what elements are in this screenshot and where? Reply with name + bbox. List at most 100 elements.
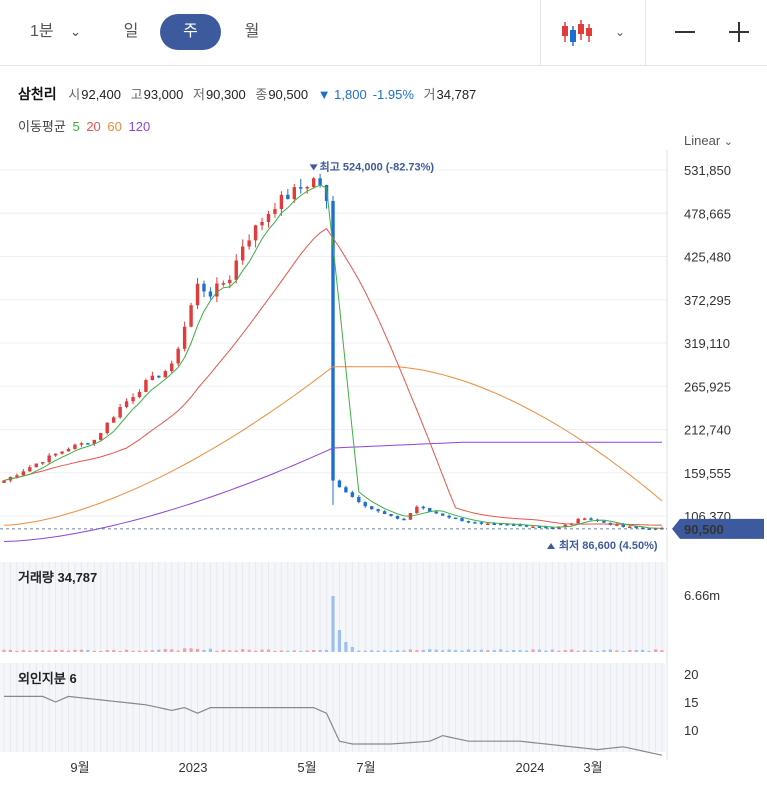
volume-bar [176, 650, 180, 652]
candle-body [589, 518, 593, 520]
candle-body [357, 496, 361, 503]
volume-bar [389, 650, 393, 652]
volume-bar [34, 650, 38, 652]
tab-month[interactable]: 월 [244, 23, 260, 40]
candle-body [602, 520, 606, 523]
candle-body [66, 448, 71, 452]
volume-bar [66, 650, 71, 652]
candle-body [344, 487, 348, 493]
volume-bar [105, 650, 109, 652]
x-tick-label: 9월 [70, 760, 89, 775]
volume-bar [183, 648, 187, 652]
y-tick-label: 531,850 [684, 163, 731, 178]
volume-bar [634, 650, 638, 652]
period-label: 1분 [30, 23, 54, 40]
volume-value: 34,787 [436, 87, 477, 102]
zoom-out-button[interactable] [672, 14, 698, 50]
high-label: 고 [130, 87, 143, 102]
tab-day[interactable]: 일 [123, 23, 139, 40]
candle-body [305, 187, 309, 189]
candle-body [137, 391, 142, 398]
candle-body [389, 514, 393, 516]
tab-week[interactable]: 주 [160, 14, 221, 50]
candle-body [234, 260, 238, 280]
candle-body [531, 526, 535, 528]
candle-body [324, 184, 329, 201]
candle-body [447, 515, 451, 518]
volume-bar [589, 650, 593, 652]
scale-mode-toggle[interactable]: Linear ⌄ [684, 133, 733, 148]
low-value: 90,300 [205, 87, 246, 102]
volume-bar [524, 650, 529, 652]
candle-body [2, 480, 6, 483]
period-dropdown[interactable]: 1분 ⌄ [18, 14, 98, 50]
chart-style-chevron-icon[interactable]: ⌄ [614, 25, 626, 39]
x-tick-label: 5월 [297, 760, 316, 775]
volume-bar [550, 649, 554, 652]
volume-bar [60, 649, 64, 652]
candle-body [499, 523, 503, 526]
candle-body [144, 380, 148, 392]
candle-body [99, 433, 103, 440]
volume-bar [112, 650, 116, 652]
volume-bar [473, 650, 477, 652]
volume-bar [228, 650, 232, 652]
volume-bar [253, 650, 258, 652]
toolbar-divider [645, 0, 646, 66]
volume-bar [202, 649, 206, 652]
candle-body [311, 178, 316, 188]
zoom-in-button[interactable] [726, 14, 752, 50]
candle-body [105, 422, 109, 434]
volume-bar [86, 650, 90, 652]
x-tick-label: 7월 [356, 760, 375, 775]
candle-body [182, 326, 187, 349]
toolbar-divider [540, 0, 541, 66]
candle-body [228, 279, 232, 284]
volume-bar [124, 649, 129, 652]
candle-body [215, 283, 219, 297]
candle-body [247, 240, 251, 247]
candle-body [221, 283, 226, 285]
volume-bar [279, 650, 283, 652]
volume-bar [15, 650, 19, 652]
volume-bar [383, 650, 387, 652]
y-tick-label: 319,110 [684, 336, 730, 351]
candle-body [350, 492, 355, 497]
candle-body [434, 511, 438, 514]
volume-bar [266, 649, 271, 652]
volume-bar [505, 650, 509, 652]
candle-body [582, 518, 587, 520]
volume-bar [8, 649, 13, 652]
candle-body [453, 517, 458, 520]
volume-bar [260, 649, 264, 652]
volume-label: 거 [423, 87, 436, 102]
change-value: ▼ 1,800 [317, 87, 367, 102]
candle-body [634, 526, 638, 529]
volume-bar [563, 650, 567, 652]
scale-mode-label: Linear [684, 133, 721, 148]
volume-bar [92, 650, 96, 652]
candle-body [318, 178, 322, 185]
close-value: 90,500 [268, 87, 309, 102]
volume-bar [118, 650, 122, 652]
candle-body [273, 209, 277, 214]
volume-bar [466, 649, 471, 652]
volume-bar [163, 649, 167, 652]
volume-bar [486, 650, 490, 652]
volume-bar [428, 649, 432, 652]
candle-body [157, 375, 161, 378]
volume-bar [653, 649, 658, 652]
candle-body [79, 443, 84, 445]
candle-body [376, 509, 380, 512]
candle-body [576, 518, 580, 524]
foreign-y-tick: 15 [684, 695, 698, 710]
candle-body [240, 246, 245, 261]
candle-body [176, 348, 180, 364]
volume-bar [641, 649, 645, 652]
volume-axis-label: 6.66m [684, 588, 720, 603]
volume-bar [305, 650, 309, 652]
candle-body [279, 194, 284, 210]
candlestick-icon[interactable] [560, 16, 594, 50]
volume-bar [602, 650, 606, 652]
